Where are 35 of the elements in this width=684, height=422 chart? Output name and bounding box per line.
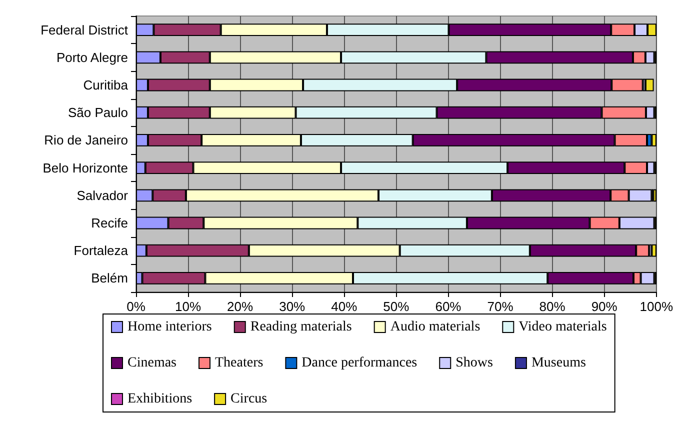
x-tick-label: 60% [435,299,462,314]
y-tick-label: Belém [91,270,128,286]
x-tick-label: 30% [279,299,306,314]
x-tick-label: 80% [539,299,566,314]
y-tick-label: Belo Horizonte [42,160,128,176]
y-tick-label: Porto Alegre [56,50,128,65]
legend-label: Reading materials [250,320,352,334]
x-tick-label: 40% [331,299,358,314]
y-tick-label: Federal District [40,22,128,38]
y-tick-label: Curitiba [83,78,129,92]
legend-label: Audio materials [390,320,480,334]
legend-label: Circus [230,392,268,406]
y-tick-label: Rio de Janeiro [44,132,128,148]
x-tick-label: 90% [591,299,618,314]
y-tick-label: São Paulo [68,105,128,120]
bar [645,78,654,92]
bar [653,189,656,202]
bar [652,244,656,257]
legend-label: Dance performances [302,356,418,370]
legend-label: Cinemas [128,356,176,370]
legend-label: Video materials [518,320,607,334]
x-tick-label: 70% [487,299,514,314]
y-tick-label: Fortaleza [74,243,129,258]
legend-label: Exhibitions [128,392,192,406]
legend-label: Museums [531,356,586,370]
y-tick-label: Recife [91,216,128,230]
y-tick-label: Salvador [76,188,129,203]
legend-label: Home interiors [128,320,212,334]
x-tick-label: 50% [383,299,410,314]
x-tick-label: 20% [227,299,254,314]
x-tick-label: 10% [175,299,202,314]
x-tick-label: 0% [126,299,146,314]
legend-label: Theaters [214,356,264,370]
x-tick-label: 100% [640,299,674,314]
legend-label: Shows [456,356,493,370]
